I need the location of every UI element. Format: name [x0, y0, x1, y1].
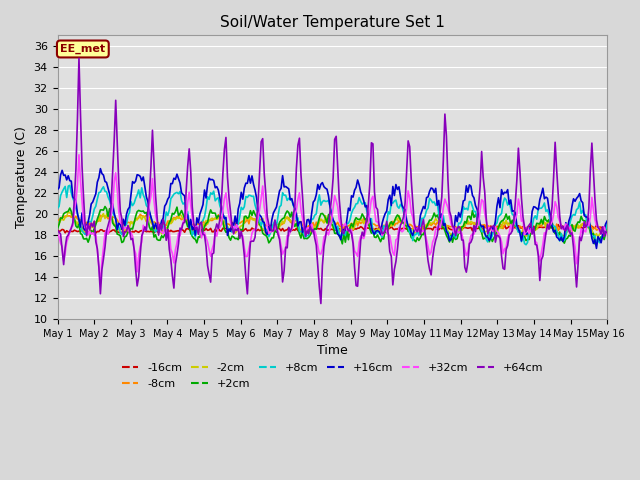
Text: EE_met: EE_met [60, 44, 106, 54]
X-axis label: Time: Time [317, 344, 348, 357]
Title: Soil/Water Temperature Set 1: Soil/Water Temperature Set 1 [220, 15, 445, 30]
Legend: -16cm, -8cm, -2cm, +2cm, +8cm, +16cm, +32cm, +64cm: -16cm, -8cm, -2cm, +2cm, +8cm, +16cm, +3… [117, 359, 547, 393]
Y-axis label: Temperature (C): Temperature (C) [15, 126, 28, 228]
